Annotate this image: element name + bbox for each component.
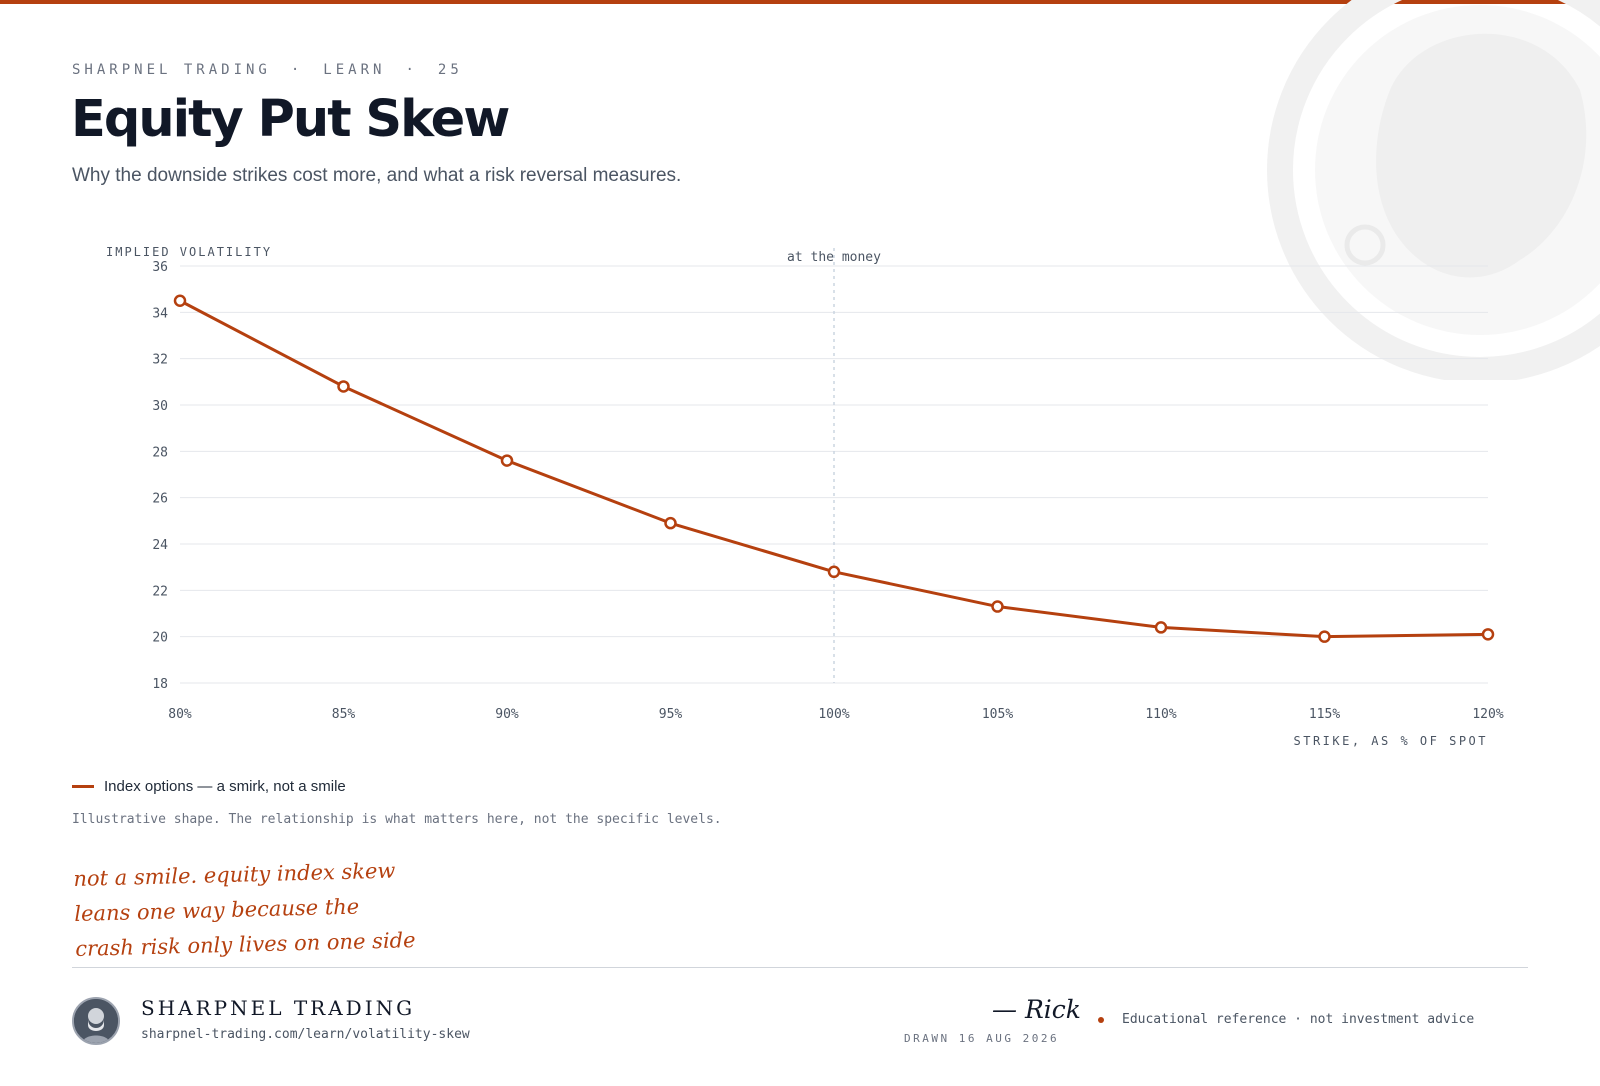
legend-swatch bbox=[72, 785, 94, 788]
page-title: Equity Put Skew bbox=[71, 90, 510, 149]
y-tick-label: 26 bbox=[152, 492, 168, 507]
x-tick-label: 90% bbox=[495, 707, 519, 722]
chart-note: Illustrative shape. The relationship is … bbox=[72, 812, 722, 827]
data-point bbox=[337, 380, 350, 393]
kicker-issue: 25 bbox=[437, 62, 463, 78]
x-tick-label: 85% bbox=[332, 707, 356, 722]
y-tick-label: 24 bbox=[152, 538, 168, 553]
data-point bbox=[1481, 628, 1495, 641]
y-tick-label: 32 bbox=[152, 353, 168, 368]
data-point bbox=[500, 454, 514, 467]
drawn-date: DRAWN 16 AUG 2026 bbox=[904, 1032, 1060, 1045]
data-point bbox=[991, 600, 1004, 613]
y-tick-label: 20 bbox=[152, 631, 168, 646]
data-point bbox=[1318, 630, 1331, 643]
kicker-separator: · bbox=[290, 62, 304, 78]
x-tick-label: 100% bbox=[818, 707, 849, 722]
handwritten-annotation: not a smile. equity index skew leans one… bbox=[73, 853, 416, 967]
footer-brand: SHARPNEL TRADING bbox=[141, 996, 416, 1020]
x-tick-label: 115% bbox=[1309, 707, 1340, 722]
x-tick-label: 120% bbox=[1472, 707, 1503, 722]
portrait-medallion-watermark bbox=[1267, 0, 1600, 380]
y-tick-label: 36 bbox=[152, 260, 168, 275]
legend-label: Index options — a smirk, not a smile bbox=[104, 778, 346, 795]
x-tick-label: 110% bbox=[1145, 707, 1176, 722]
legend: Index options — a smirk, not a smile bbox=[72, 778, 346, 795]
axis-layer: 18 20 22 24 26 28 30 32 34 36 80% 85% 90% 95% 100% 105%… bbox=[106, 245, 1504, 748]
series-layer bbox=[173, 294, 1495, 643]
data-point bbox=[664, 516, 677, 530]
atm-annotation-label: at the money bbox=[787, 250, 881, 265]
signature: — Rick bbox=[992, 995, 1081, 1024]
data-point bbox=[173, 294, 187, 307]
footer-url[interactable]: sharpnel-trading.com/learn/volatility-sk… bbox=[141, 1027, 470, 1042]
y-tick-label: 18 bbox=[152, 677, 168, 692]
disclaimer-text: Educational reference · not investment a… bbox=[1122, 1012, 1475, 1027]
skew-chart: 18 20 22 24 26 28 30 32 34 36 80% 85% 90% 95% 100% 105%… bbox=[106, 245, 1504, 748]
avatar bbox=[72, 997, 120, 1045]
y-axis-label: IMPLIED VOLATILITY bbox=[106, 245, 272, 259]
kicker-separator: · bbox=[405, 62, 418, 78]
grid-layer bbox=[180, 248, 1488, 684]
x-tick-label: 80% bbox=[168, 707, 192, 722]
x-axis-label: STRIKE, AS % OF SPOT bbox=[1294, 734, 1489, 748]
kicker-section: LEARN bbox=[323, 62, 386, 78]
x-tick-label: 105% bbox=[982, 707, 1013, 722]
data-point bbox=[1154, 621, 1168, 634]
y-tick-label: 22 bbox=[152, 584, 168, 599]
bust-icon bbox=[74, 999, 118, 1043]
y-tick-label: 30 bbox=[152, 399, 168, 414]
bullet-dot-icon bbox=[1098, 1016, 1104, 1023]
disclaimer: Educational reference · not investment a… bbox=[1098, 1012, 1474, 1027]
y-tick-label: 28 bbox=[152, 445, 168, 460]
footer-divider bbox=[72, 967, 1528, 968]
data-point bbox=[827, 565, 841, 579]
page-subtitle: Why the downside strikes cost more, and … bbox=[72, 165, 682, 186]
kicker-brand: SHARPNEL TRADING bbox=[72, 62, 271, 78]
kicker: SHARPNEL TRADING · LEARN · 25 bbox=[72, 62, 463, 78]
handwritten-line: crash risk only lives on one side bbox=[74, 928, 416, 961]
y-tick-label: 34 bbox=[152, 306, 168, 321]
x-tick-label: 95% bbox=[659, 707, 683, 722]
top-accent-rule bbox=[0, 0, 1600, 4]
